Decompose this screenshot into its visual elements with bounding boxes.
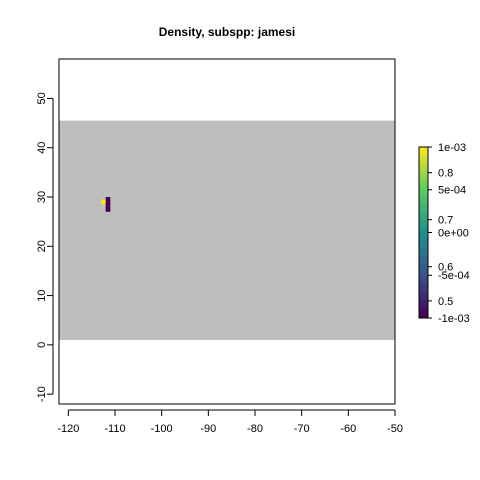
x-tick-label: -90 [200,423,216,435]
heatmap-cell [106,207,111,212]
y-tick-label: 30 [36,191,48,203]
y-tick-label: 0 [36,342,48,348]
heatmap-cell [106,197,111,202]
chart-title: Density, subspp: jamesi [159,25,295,39]
legend-label: 0e+00 [438,227,469,239]
y-tick-label: 20 [36,240,48,252]
x-tick-label: -120 [57,423,79,435]
legend-label: 5e-04 [438,185,466,197]
legend-color-bar [419,147,428,318]
x-tick-label: -50 [387,423,403,435]
y-tick-label: 40 [36,142,48,154]
legend-label: 0.5 [438,296,453,308]
y-tick-label: 50 [36,92,48,104]
legend-label: -1e-03 [438,313,470,325]
legend-label: 1e-03 [438,142,466,154]
x-tick-label: -80 [247,423,263,435]
background-region [59,121,395,340]
x-tick-label: -100 [151,423,173,435]
x-tick-label: -110 [104,423,125,435]
legend-label: 0.7 [438,215,453,227]
heatmap-cell [101,199,106,204]
heatmap-cell [106,202,111,207]
legend-label: 0.8 [438,168,453,180]
plot-area: -120 -110 -100 -90 -80 -70 -60 -50-100102030405… [36,59,403,435]
y-tick-label: -10 [36,386,48,402]
x-tick-label: -70 [294,423,310,435]
y-tick-label: 10 [36,289,48,301]
x-tick-label: -60 [340,423,356,435]
legend-label: 0.6 [438,262,453,274]
